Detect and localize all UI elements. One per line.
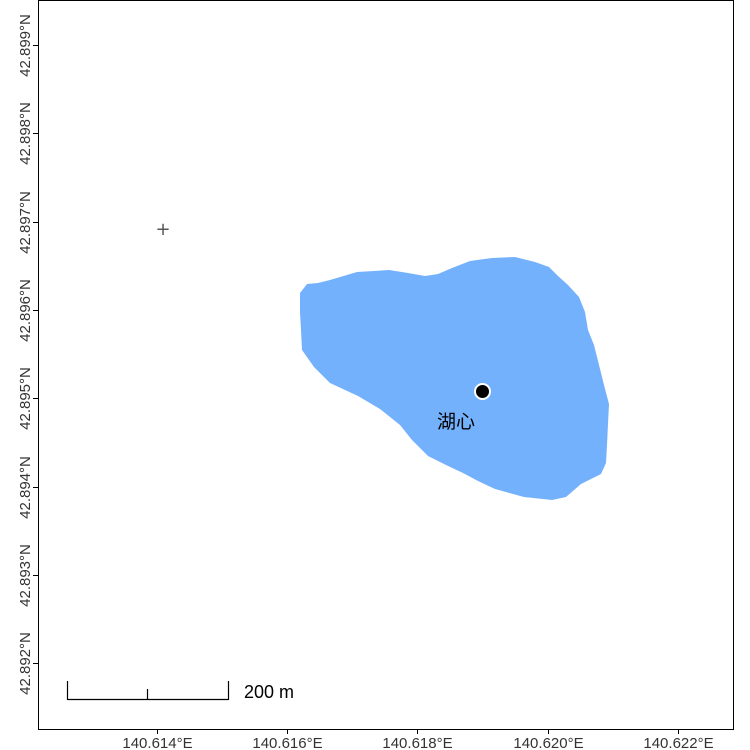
x-tick-label: 140.616°E bbox=[252, 735, 322, 750]
x-tick-label: 140.622°E bbox=[643, 735, 713, 750]
cross-marker: + bbox=[155, 219, 170, 240]
y-tick-label: 42.892°N bbox=[17, 632, 34, 695]
y-tick-label: 42.899°N bbox=[17, 14, 34, 77]
y-tick-label: 42.897°N bbox=[17, 191, 34, 254]
y-tick-label: 42.893°N bbox=[17, 544, 34, 607]
y-axis: 42.892°N 42.893°N 42.894°N 42.895°N 42.8… bbox=[17, 14, 39, 695]
scale-bar: 200 m bbox=[66, 681, 294, 702]
lake-polygon bbox=[300, 257, 609, 500]
lake-center-marker bbox=[474, 383, 491, 400]
x-tick-label: 140.618°E bbox=[382, 735, 452, 750]
y-tick-label: 42.895°N bbox=[17, 367, 34, 430]
y-tick-label: 42.894°N bbox=[17, 456, 34, 519]
x-tick-label: 140.620°E bbox=[513, 735, 583, 750]
x-axis: 140.614°E 140.616°E 140.618°E 140.620°E … bbox=[122, 729, 714, 750]
lake-name-label: 湖心 bbox=[437, 411, 475, 433]
x-tick-label: 140.614°E bbox=[122, 735, 192, 750]
y-tick-label: 42.896°N bbox=[17, 279, 34, 342]
scale-bar-label: 200 m bbox=[244, 682, 294, 702]
y-tick-label: 42.898°N bbox=[17, 102, 34, 165]
